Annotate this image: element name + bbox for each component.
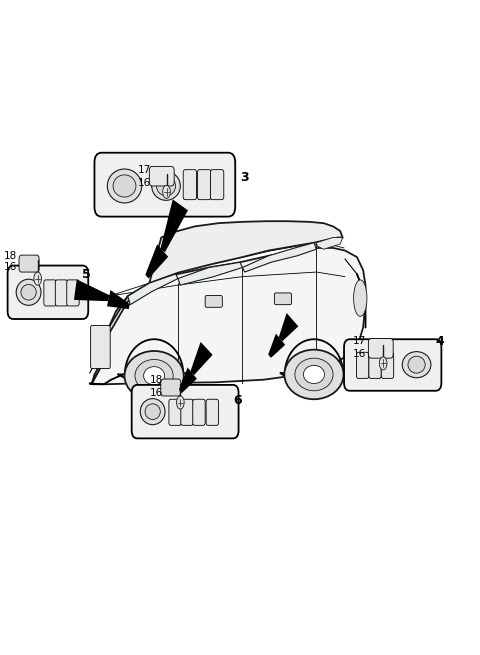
FancyBboxPatch shape [181,400,193,425]
Polygon shape [160,199,188,252]
FancyBboxPatch shape [67,280,79,306]
FancyBboxPatch shape [149,166,174,186]
FancyBboxPatch shape [91,326,110,369]
Ellipse shape [156,176,176,196]
Text: 4: 4 [436,335,444,348]
Ellipse shape [16,279,41,305]
Ellipse shape [379,357,387,370]
Text: 18: 18 [4,251,17,261]
FancyBboxPatch shape [344,339,442,391]
Ellipse shape [163,185,170,198]
FancyBboxPatch shape [44,280,56,306]
Polygon shape [92,283,149,383]
Ellipse shape [402,352,431,378]
FancyBboxPatch shape [95,153,235,217]
Polygon shape [279,313,299,341]
Ellipse shape [303,365,324,384]
FancyBboxPatch shape [132,385,239,438]
Polygon shape [316,238,343,250]
Ellipse shape [177,396,184,409]
Ellipse shape [408,356,425,373]
Polygon shape [107,290,130,309]
Ellipse shape [152,172,180,200]
FancyBboxPatch shape [193,400,205,425]
Polygon shape [178,262,242,285]
Ellipse shape [108,169,142,203]
Ellipse shape [34,272,41,285]
FancyBboxPatch shape [210,170,224,200]
Polygon shape [149,221,343,283]
Text: 5: 5 [82,267,90,280]
Text: 16: 16 [138,178,151,188]
Polygon shape [179,367,197,393]
FancyBboxPatch shape [381,352,394,379]
Ellipse shape [140,399,165,424]
FancyBboxPatch shape [55,280,68,306]
Polygon shape [242,243,316,272]
Text: 18: 18 [149,375,163,384]
Polygon shape [268,333,285,358]
Polygon shape [74,280,109,301]
Polygon shape [90,248,365,384]
Text: 16: 16 [353,348,366,358]
FancyBboxPatch shape [169,400,181,425]
Text: 17: 17 [353,335,366,346]
Ellipse shape [113,175,136,197]
Text: 6: 6 [233,394,241,407]
Text: 16: 16 [4,263,17,272]
FancyBboxPatch shape [8,265,88,319]
FancyBboxPatch shape [205,295,222,307]
Polygon shape [191,342,213,375]
FancyBboxPatch shape [183,170,197,200]
Text: 16: 16 [149,388,163,398]
Ellipse shape [21,284,36,300]
FancyBboxPatch shape [206,400,218,425]
Ellipse shape [144,367,165,385]
Ellipse shape [295,358,333,391]
Ellipse shape [135,360,173,392]
Polygon shape [145,244,168,278]
FancyBboxPatch shape [357,352,369,379]
FancyBboxPatch shape [19,255,39,272]
Ellipse shape [124,351,184,401]
FancyBboxPatch shape [368,339,393,358]
Text: 3: 3 [240,171,249,184]
Ellipse shape [284,350,344,400]
Text: 17: 17 [138,164,151,175]
FancyBboxPatch shape [161,379,181,396]
Ellipse shape [354,280,367,316]
Ellipse shape [145,404,160,419]
Polygon shape [128,274,178,305]
FancyBboxPatch shape [275,293,291,305]
FancyBboxPatch shape [198,170,211,200]
FancyBboxPatch shape [369,352,381,379]
